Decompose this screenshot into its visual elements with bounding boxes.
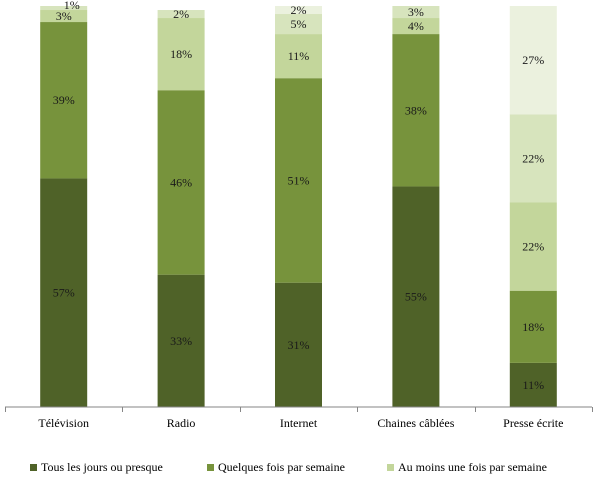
data-label-radio-1: 46% bbox=[170, 175, 192, 189]
bar-segment-television-2 bbox=[40, 10, 88, 23]
bar-segment-presse-ecrite-1 bbox=[509, 290, 557, 363]
bar-segment-chaines-cablees-3 bbox=[392, 6, 440, 19]
legend-swatch-au-moins-une-fois-par-semaine bbox=[387, 464, 394, 471]
bar-segment-chaines-cablees-1 bbox=[392, 34, 440, 187]
bar-segment-radio-0 bbox=[157, 274, 205, 407]
data-label-radio-2: 18% bbox=[170, 47, 192, 61]
data-label-internet-3: 5% bbox=[291, 17, 307, 31]
bar-segment-internet-2 bbox=[275, 34, 322, 79]
bar-segment-internet-3 bbox=[275, 14, 322, 35]
bars-group: 57%39%3%1%33%46%18%2%31%51%11%5%2%55%38%… bbox=[40, 0, 557, 407]
bar-segment-chaines-cablees-2 bbox=[392, 18, 440, 35]
bar-segment-television-3 bbox=[40, 6, 88, 11]
bar-segment-television-1 bbox=[40, 22, 88, 179]
category-label-television: Télévision bbox=[38, 416, 89, 430]
data-label-radio-3: 2% bbox=[173, 7, 189, 21]
bar-segment-television-0 bbox=[40, 178, 88, 407]
data-label-internet-4: 2% bbox=[291, 3, 307, 17]
legend-swatch-quelques-fois-par-semaine bbox=[207, 464, 214, 471]
bar-segment-radio-2 bbox=[157, 18, 205, 91]
bar-segment-presse-ecrite-4 bbox=[509, 6, 557, 115]
data-label-television-1: 39% bbox=[53, 93, 75, 107]
bar-segment-internet-1 bbox=[275, 78, 322, 283]
data-label-television-0: 57% bbox=[53, 286, 75, 300]
category-label-internet: Internet bbox=[280, 416, 318, 430]
data-label-presse-ecrite-0: 11% bbox=[523, 378, 545, 392]
bar-segment-radio-1 bbox=[157, 90, 205, 275]
data-label-chaines-cablees-1: 38% bbox=[405, 103, 427, 117]
category-label-presse-ecrite: Presse écrite bbox=[503, 416, 563, 430]
data-label-internet-1: 51% bbox=[288, 173, 310, 187]
legend-label-quelques-fois-par-semaine: Quelques fois par semaine bbox=[218, 460, 345, 474]
legend-label-au-moins-une-fois-par-semaine: Au moins une fois par semaine bbox=[398, 460, 547, 474]
data-label-chaines-cablees-2: 4% bbox=[408, 19, 424, 33]
legend-swatch-tous-les-jours-ou-presque bbox=[30, 464, 37, 471]
data-label-presse-ecrite-1: 18% bbox=[522, 320, 544, 334]
x-axis: Télévision Radio Internet Chaines câblées Pr… bbox=[5, 406, 593, 430]
category-label-radio: Radio bbox=[167, 416, 196, 430]
legend-label-tous-les-jours-ou-presque: Tous les jours ou presque bbox=[41, 460, 163, 474]
bar-segment-presse-ecrite-2 bbox=[509, 202, 557, 291]
data-label-chaines-cablees-3: 3% bbox=[408, 5, 424, 19]
data-label-chaines-cablees-0: 55% bbox=[405, 290, 427, 304]
data-label-internet-2: 11% bbox=[288, 49, 310, 63]
data-label-presse-ecrite-3: 22% bbox=[522, 151, 544, 165]
data-label-presse-ecrite-4: 27% bbox=[522, 53, 544, 67]
data-label-television-2: 3% bbox=[56, 9, 72, 23]
bar-segment-presse-ecrite-3 bbox=[509, 114, 557, 203]
category-label-chaines-cablees: Chaines câblées bbox=[377, 416, 454, 430]
bar-segment-internet-4 bbox=[275, 6, 322, 15]
bar-segment-presse-ecrite-0 bbox=[509, 362, 557, 407]
bar-segment-radio-3 bbox=[157, 10, 205, 19]
legend: Tous les jours ou presque Quelques fois p… bbox=[30, 460, 547, 474]
bar-segment-internet-0 bbox=[275, 282, 322, 407]
data-label-television-3: 1% bbox=[64, 0, 80, 12]
data-label-presse-ecrite-2: 22% bbox=[522, 240, 544, 254]
bar-segment-chaines-cablees-0 bbox=[392, 186, 440, 407]
data-label-internet-0: 31% bbox=[288, 338, 310, 352]
data-label-radio-0: 33% bbox=[170, 334, 192, 348]
